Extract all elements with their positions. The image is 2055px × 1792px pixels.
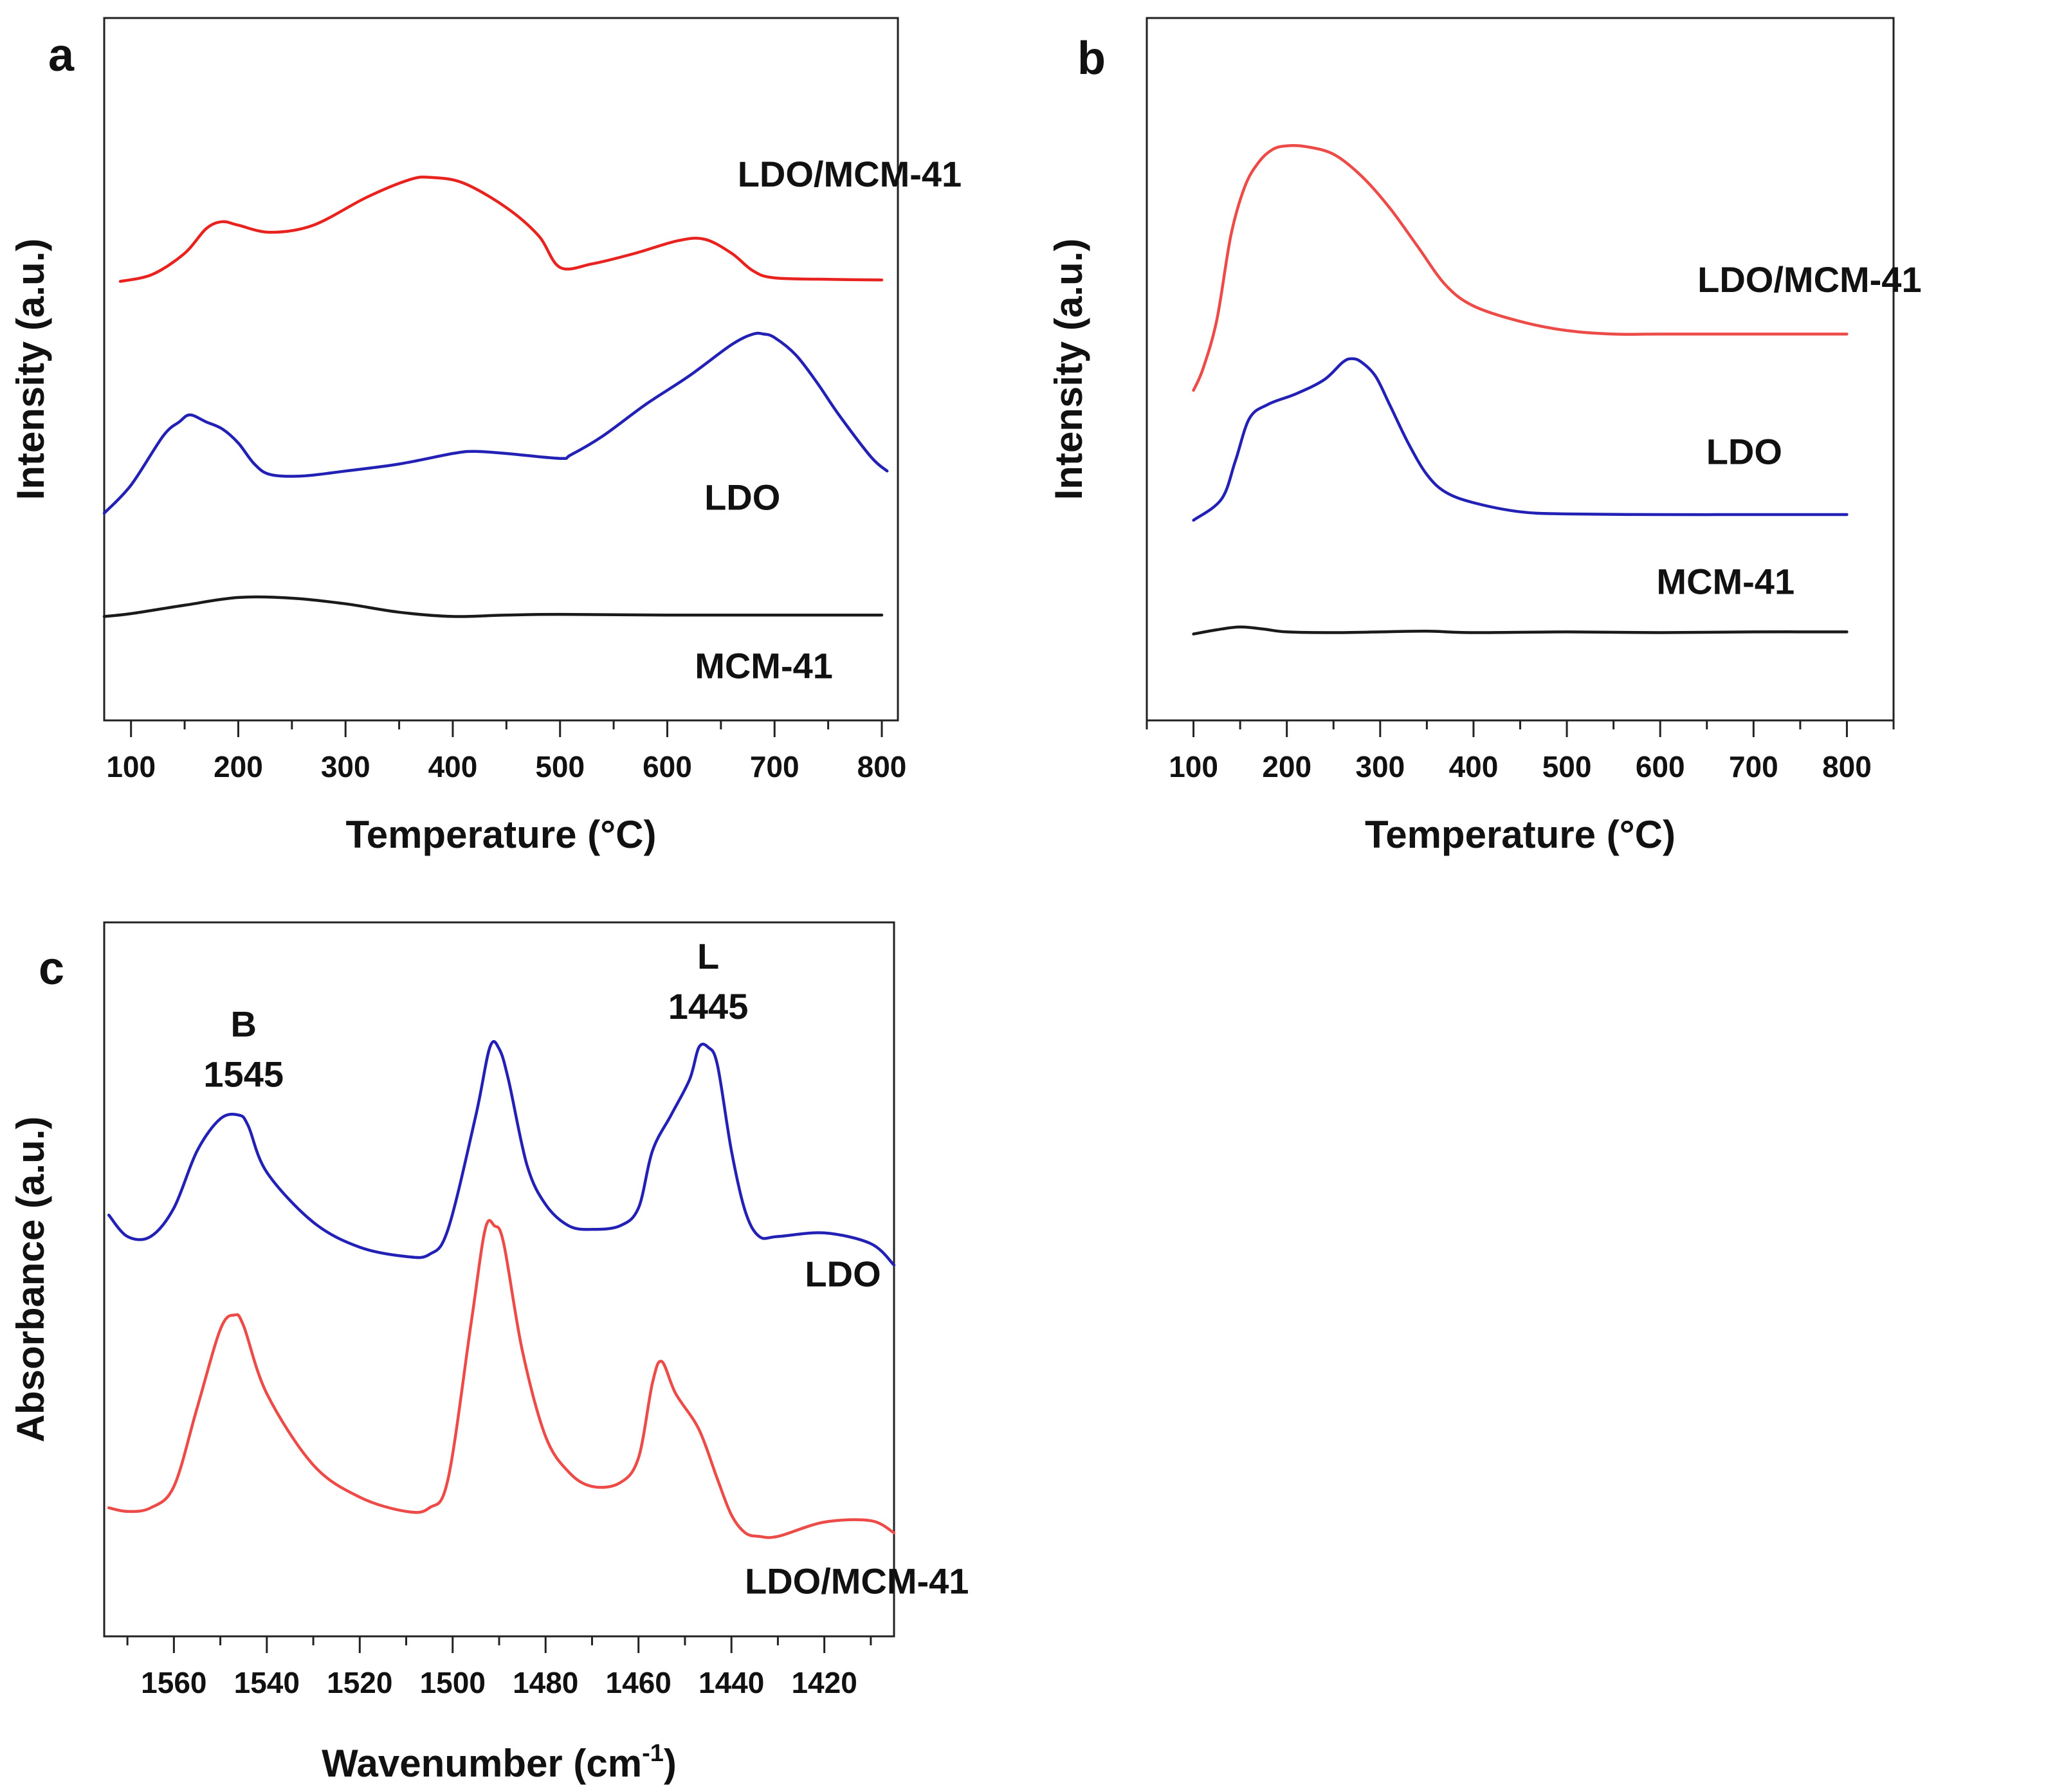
y-axis-title: Intensity (a.u.) [1047,239,1090,500]
y-axis-title: Intensity (a.u.) [9,239,52,500]
x-tick-label: 1420 [791,1666,857,1699]
x-tick-label: 400 [1449,750,1499,783]
x-tick-label: 1480 [513,1666,578,1699]
series-label: LDO/MCM-41 [738,154,962,194]
panel-letter: c [39,943,64,994]
series-label: LDO [1706,431,1782,471]
x-tick-label: 100 [106,750,156,783]
x-tick-label: 200 [214,750,263,783]
x-tick-label: 1560 [141,1666,206,1699]
x-axis-title: Wavenumber (cm-1) [322,1740,677,1785]
x-tick-label: 600 [643,750,692,783]
y-axis-title: Absorbance (a.u.) [9,1117,52,1443]
x-axis-title-superscript: -1 [642,1740,664,1767]
x-axis-title: Temperature (°C) [1365,813,1676,856]
x-tick-label: 500 [535,750,585,783]
x-axis-title: Temperature (°C) [346,813,657,856]
x-axis-title-text: Wavenumber (cm [322,1742,642,1785]
series-label: MCM-41 [1656,561,1795,601]
series-label: LDO [805,1254,881,1294]
series-line-mcm-41 [1194,627,1847,634]
x-tick-label: 300 [321,750,370,783]
x-tick-label: 1440 [699,1666,764,1699]
x-tick-label: 600 [1636,750,1685,783]
x-tick-label: 1520 [327,1666,392,1699]
x-axis-title-suffix: ) [664,1742,677,1785]
x-tick-label: 300 [1355,750,1405,783]
panel-a: a 100 200 300 400 500 600 700 800 Temperature (°C… [9,18,962,856]
series-line-ldo-mcm-41 [109,1220,894,1537]
series-label: LDO/MCM-41 [745,1560,969,1601]
panel-b: b 100 200 300 400 500 600 700 800 Temperature (°C… [1047,18,1922,856]
series-line-mcm-41 [104,597,882,616]
x-tick-label: 200 [1262,750,1311,783]
panel-letter: b [1077,33,1106,84]
peak-annotation: 1545 [203,1054,284,1094]
x-axis-title-text: Temperature (°C) [346,813,657,856]
x-tick-label: 1500 [420,1666,486,1699]
panel-c: c 1560 1540 1520 1500 1480 1460 1440 1420 Wavenum… [9,922,969,1785]
x-tick-label: 800 [1822,750,1872,783]
peak-annotation: B [230,1004,256,1045]
x-tick-label: 1540 [234,1666,300,1699]
x-tick-label: 700 [1729,750,1778,783]
x-tick-label: 1460 [606,1666,671,1699]
x-tick-label: 100 [1169,750,1218,783]
plot-frame [104,922,894,1636]
series-label: LDO [704,477,780,517]
series-label: LDO/MCM-41 [1697,259,1921,300]
figure: a 100 200 300 400 500 600 700 800 Temperature (°C… [0,0,2055,1792]
peak-annotation: L [697,936,719,976]
x-tick-label: 800 [857,750,907,783]
plot-frame [1147,18,1894,720]
x-tick-label: 400 [428,750,478,783]
panel-letter: a [48,30,75,81]
x-axis-title-text: Temperature (°C) [1365,813,1676,856]
x-tick-label: 500 [1542,750,1592,783]
peak-annotation: 1445 [668,986,749,1027]
series-label: MCM-41 [695,645,833,686]
x-tick-label: 700 [750,750,799,783]
